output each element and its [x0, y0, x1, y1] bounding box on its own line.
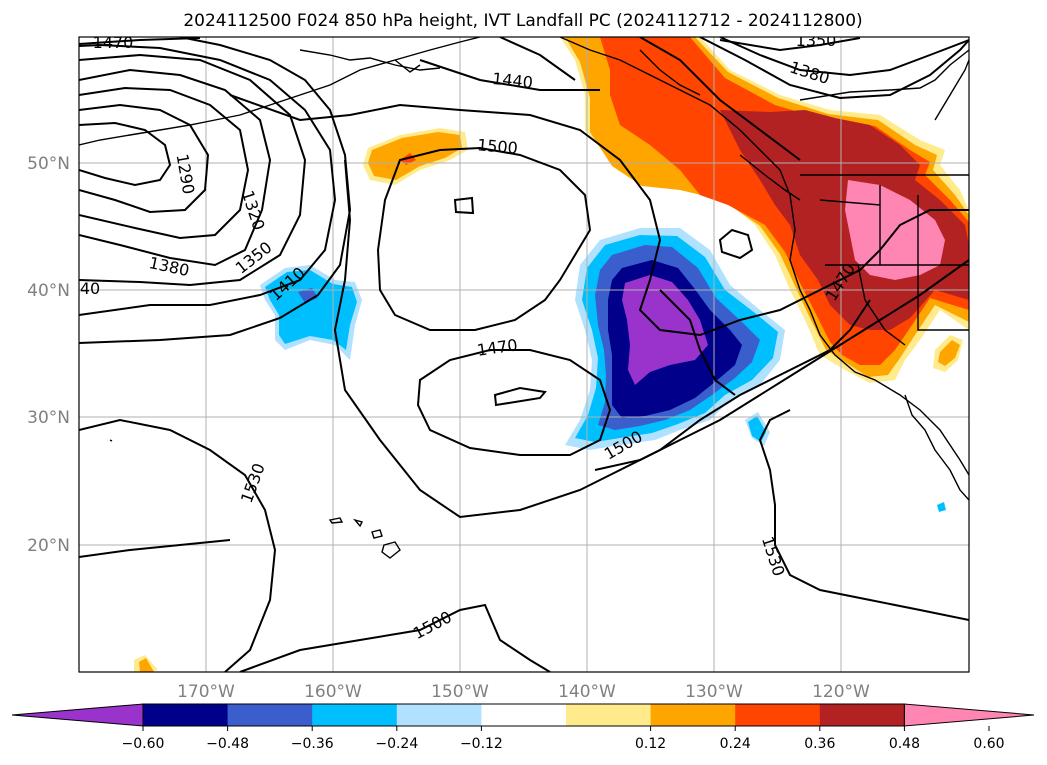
map-panel: 1470 1440 1500 1350 1380 1290 1320 1350 …	[78, 31, 970, 673]
lon-label: 130°W	[685, 682, 743, 702]
colorbar-tick-label: −0.24	[375, 736, 418, 752]
colorbar-frame	[142, 703, 905, 727]
colorbar: −0.60 −0.48 −0.36 −0.24 −0.12 0.12 0.24 0.36 0.4…	[11, 703, 1035, 752]
colorbar-segment	[396, 704, 482, 726]
lon-label: 140°W	[558, 682, 616, 702]
colorbar-extend-high	[903, 703, 1035, 727]
coastlines	[79, 37, 969, 559]
lon-label: 170°W	[177, 682, 235, 702]
colorbar-tick-label: 0.36	[804, 736, 835, 752]
colorbar-tick-label: 0.12	[635, 736, 666, 752]
contour-label: 1500	[476, 135, 518, 157]
longitude-labels: 170°W 160°W 150°W 140°W 130°W 120°W	[177, 682, 870, 702]
colorbar-extend-low	[11, 703, 144, 727]
contour-label: 1440	[491, 69, 533, 92]
colorbar-tick-label: 0.24	[720, 736, 751, 752]
contour-label: 40	[80, 279, 100, 298]
colorbar-tick-label: −0.60	[122, 736, 165, 752]
lon-label: 150°W	[431, 682, 489, 702]
colorbar-tick-label: −0.48	[206, 736, 249, 752]
height-contours	[79, 37, 969, 672]
colorbar-tick-label: −0.36	[291, 736, 334, 752]
colorbar-segment	[227, 704, 313, 726]
colorbar-tick-label: 0.48	[889, 736, 920, 752]
ivt-positive-region	[134, 37, 969, 672]
lat-label: 40°N	[27, 281, 70, 301]
lon-label: 160°W	[304, 682, 362, 702]
gridlines	[79, 37, 969, 672]
colorbar-segment	[650, 704, 736, 726]
figure-title: 2024112500 F024 850 hPa height, IVT Land…	[183, 11, 862, 31]
contour-label: 1470	[93, 33, 134, 52]
map-frame	[78, 36, 970, 673]
lat-label: 30°N	[27, 408, 70, 428]
colorbar-segment	[566, 704, 652, 726]
lat-label: 20°N	[27, 536, 70, 556]
lat-label: 50°N	[27, 154, 70, 174]
colorbar-segment	[143, 704, 229, 726]
colorbar-segment	[481, 704, 567, 726]
latitude-labels: 50°N 40°N 30°N 20°N	[27, 154, 70, 556]
colorbar-segment	[819, 704, 905, 726]
colorbar-tick-label: 0.60	[973, 736, 1004, 752]
colorbar-segment	[312, 704, 398, 726]
lon-label: 120°W	[812, 682, 870, 702]
contour-label: 1350	[796, 31, 837, 50]
colorbar-segment	[735, 704, 821, 726]
colorbar-tick-label: −0.12	[460, 736, 503, 752]
